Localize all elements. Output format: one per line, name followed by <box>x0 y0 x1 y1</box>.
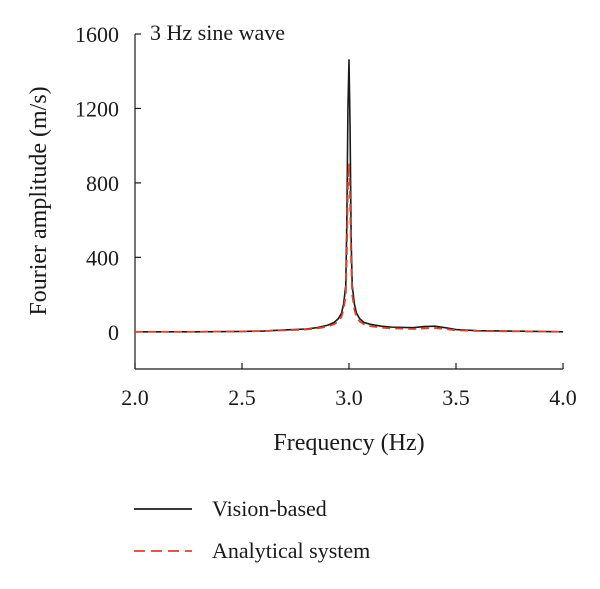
y-ticks: 0 400 800 1200 1600 <box>75 22 141 345</box>
chart-annotation: 3 Hz sine wave <box>150 20 285 45</box>
legend-label-vision-based: Vision-based <box>212 496 327 521</box>
y-tick-label: 1600 <box>75 22 119 47</box>
y-tick-label: 400 <box>86 245 119 270</box>
x-tick-label: 2.0 <box>121 385 149 410</box>
y-tick-label: 800 <box>86 171 119 196</box>
y-tick-label: 1200 <box>75 96 119 121</box>
peak-point-vision-based <box>348 59 350 61</box>
legend: Vision-based Analytical system <box>134 496 370 563</box>
legend-label-analytical-system: Analytical system <box>212 538 370 563</box>
x-tick-label: 3.0 <box>335 385 363 410</box>
x-tick-label: 4.0 <box>549 385 577 410</box>
x-ticks: 2.0 2.5 3.0 3.5 4.0 <box>121 363 577 410</box>
series-line-analytical-system <box>135 163 564 333</box>
series-layer <box>135 59 564 333</box>
y-tick-label: 0 <box>108 320 119 345</box>
y-axis-label: Fourier amplitude (m/s) <box>26 86 52 315</box>
x-tick-label: 2.5 <box>228 385 256 410</box>
x-axis-label: Frequency (Hz) <box>273 430 424 456</box>
series-line-vision-based <box>135 59 564 333</box>
x-tick-label: 3.5 <box>442 385 470 410</box>
peak-point-analytical-system <box>348 163 350 166</box>
